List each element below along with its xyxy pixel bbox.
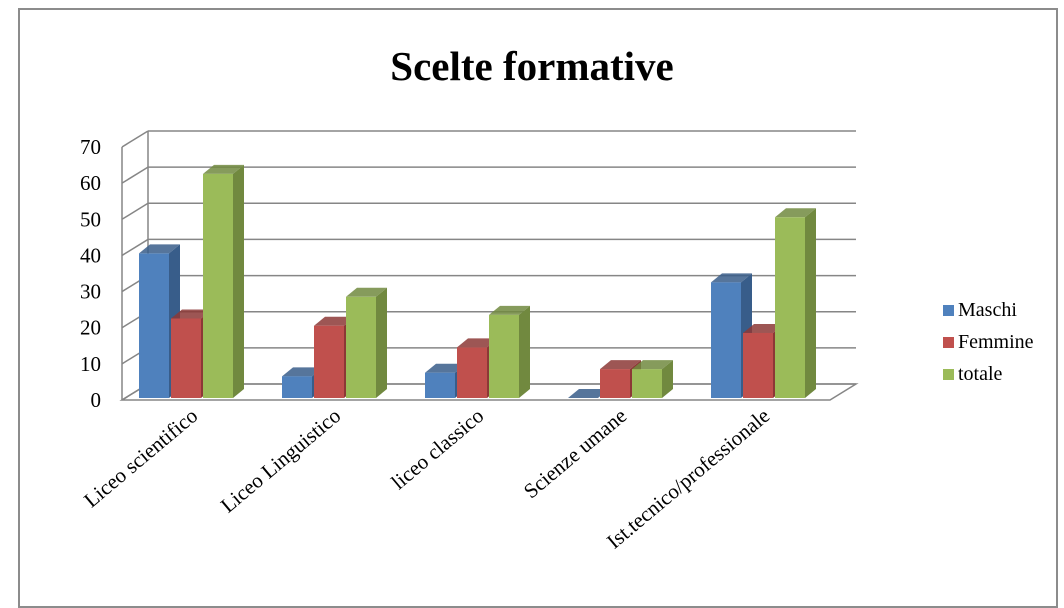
bar-top [600,360,641,370]
bar-top [425,363,466,373]
y-tick-label: 20 [80,316,101,340]
bar-side [233,164,244,398]
chart-frame [18,8,1058,608]
bar-top [139,244,180,254]
bar-top [171,309,212,319]
bar [743,332,773,398]
legend-label-femmine: Femmine [958,330,1034,353]
bar-top [282,367,323,377]
bar [632,369,662,398]
x-tick-label: Ist.tecnico/professionale [602,403,774,553]
bar-top [743,323,784,333]
legend-item-maschi: Maschi [943,294,1034,326]
bar [346,296,376,398]
bar-side [662,360,673,398]
bar-top [314,316,355,326]
x-tick-label: liceo classico [387,403,489,494]
bar [600,369,630,398]
x-tick-label: Liceo scientifico [79,403,202,512]
legend-item-femmine: Femmine [943,326,1034,358]
bar-top [632,360,673,370]
bar [425,372,455,398]
x-tick-label: Liceo Linguistico [216,403,345,517]
y-tick-label: 10 [80,352,101,376]
y-tick-label: 70 [80,135,101,159]
bar-side [805,208,816,398]
y-tick-label: 30 [80,280,101,304]
bar [139,253,169,398]
bar-top [568,389,609,398]
legend-label-totale: totale [958,362,1003,385]
bar-side [376,287,387,398]
bar [203,173,233,398]
legend-item-totale: totale [943,358,1034,390]
bar-top [457,338,498,348]
legend-swatch-femmine [943,336,954,348]
bar-top [775,208,816,218]
bar-top [203,164,244,174]
bar [775,217,805,398]
side-gridline [121,130,149,148]
bar [489,314,519,398]
bar [711,282,741,398]
chart-title: Scelte formative [390,43,674,89]
legend-label-maschi: Maschi [958,298,1017,321]
legend-swatch-totale [943,368,954,380]
y-tick-label: 60 [80,171,101,195]
side-gridline [121,238,149,257]
bar-top [346,287,387,297]
side-gridline [121,202,149,220]
y-tick-label: 50 [80,207,101,231]
bar [457,347,487,398]
bar [314,325,344,398]
side-gridline [121,166,149,184]
legend-swatch-maschi [943,304,954,316]
y-tick-label: 0 [91,388,102,412]
bar-top [711,273,752,283]
bar [282,376,312,398]
x-tick-label: Scienze umane [519,403,631,503]
bar-top [489,305,530,315]
bar [171,318,201,398]
legend: Maschi Femmine totale [943,294,1034,390]
bar-side [519,305,530,398]
y-tick-label: 40 [80,243,101,267]
